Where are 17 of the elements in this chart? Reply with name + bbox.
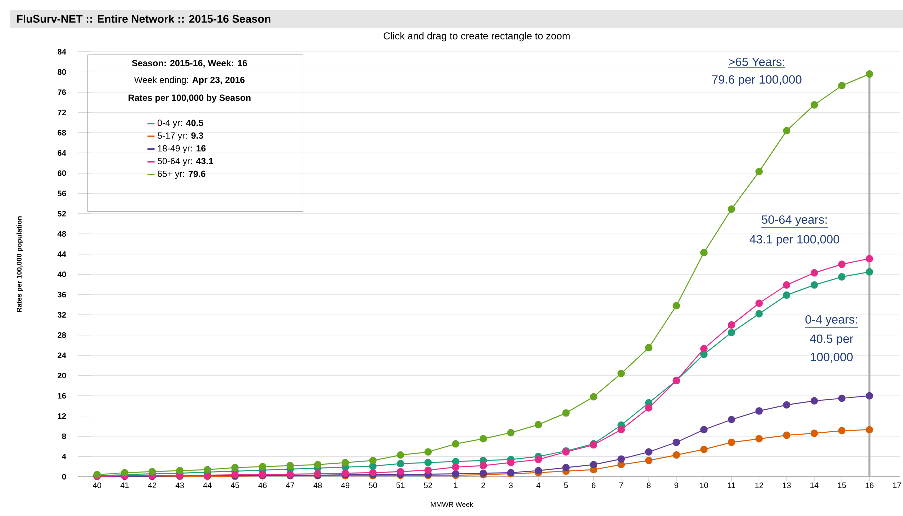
annotation: Rates per 100,000 by Season: [128, 94, 251, 103]
legend-label: 0-4 yr: 40.5: [158, 120, 204, 128]
annotation: Week ending: Apr 23, 2016: [134, 76, 245, 86]
chart-title: FluSurv-NET :: Entire Network :: 2015-16 Season: [17, 14, 271, 24]
annotation: 50-64 years:: [762, 216, 827, 226]
legend-label: 65+ yr: 79.6: [158, 170, 206, 179]
chart-subtitle: Click and drag to create rectangle to zoom: [384, 32, 570, 42]
annotation: Season: 2015-16, Week: 16: [132, 60, 248, 68]
annotation: 40.5 per: [810, 334, 854, 346]
legend-label: 18-49 yr: 16: [158, 145, 206, 154]
annotation: >65 Years:: [729, 58, 784, 66]
legend-label: 50-64 yr: 43.1: [158, 158, 214, 166]
annotation: 79.6 per 100,000: [712, 75, 802, 86]
annotation: 43.1 per 100,000: [750, 235, 840, 246]
annotation: 100,000: [811, 353, 853, 363]
annotation: 0-4 years:: [806, 315, 858, 326]
legend-label: 5-17 yr: 9.3: [158, 132, 204, 141]
